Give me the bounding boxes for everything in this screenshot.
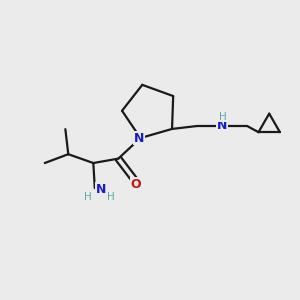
Text: H: H [219,112,226,122]
Text: N: N [134,131,144,145]
Text: N: N [217,119,227,133]
Text: H: H [84,192,91,202]
Text: O: O [131,178,141,191]
Text: H: H [107,192,115,202]
Text: N: N [95,183,106,196]
